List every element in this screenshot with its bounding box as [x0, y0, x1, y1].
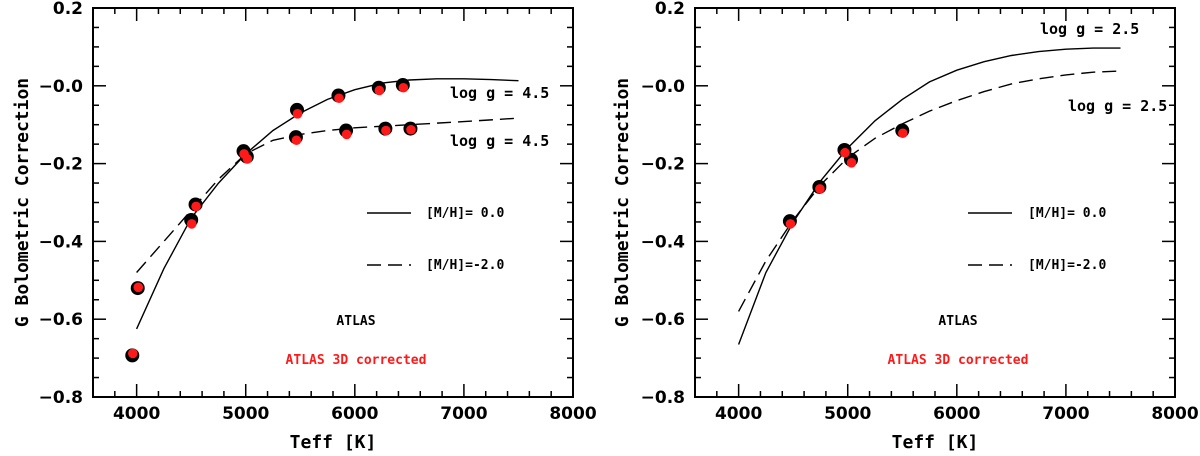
atlas-3d-point: [291, 135, 302, 146]
y-tick-label: −0.4: [39, 232, 84, 252]
y-axis-label: G Bolometric Correction: [12, 78, 33, 327]
y-tick-label: −0.8: [39, 388, 83, 408]
atlas-3d-point: [846, 158, 857, 168]
y-tick-label: −0.4: [641, 232, 686, 252]
y-tick-label: −0.2: [39, 155, 83, 175]
atlas-3d-point: [381, 125, 391, 136]
y-tick-label: −0.8: [641, 388, 685, 408]
atlas-3d-point: [133, 282, 144, 293]
atlas-3d-point: [898, 128, 908, 139]
x-tick-label: 7000: [1042, 404, 1089, 424]
model-curve-mh-minus2: [737, 70, 1121, 312]
x-tick-label: 7000: [440, 404, 487, 424]
x-tick-label: 8000: [1151, 404, 1198, 424]
x-axis-label: Teff [K]: [892, 432, 979, 453]
atlas-3d-point: [398, 82, 409, 93]
x-tick-label: 4000: [113, 404, 160, 424]
atlas-3d-point: [815, 184, 825, 194]
atlas-3d-point: [334, 93, 344, 104]
series-label-atlas: ATLAS: [938, 314, 977, 329]
log-g-label: log g = 4.5: [450, 84, 549, 102]
atlas-3d-point: [341, 129, 352, 140]
y-tick-label: −0.6: [39, 310, 83, 330]
legend-label-mh-minus2: [M/H]=-2.0: [426, 258, 504, 273]
plot-frame: [92, 7, 574, 398]
x-tick-label: 4000: [715, 404, 762, 424]
y-axis-label: G Bolometric Correction: [612, 78, 633, 327]
right-panel: 4000 5000 6000 7000 8000 0.2 −0.0 −0.2 −0.4 −0.6 −…: [612, 0, 1199, 453]
x-axis-label: Teff [K]: [290, 432, 377, 453]
y-tick-label: 0.2: [655, 0, 685, 19]
x-tick-label: 8000: [549, 404, 596, 424]
atlas-3d-point: [191, 201, 201, 212]
log-g-label: log g = 2.5: [1040, 20, 1139, 38]
x-tick-label: 5000: [824, 404, 871, 424]
atlas-3d-point: [128, 348, 138, 359]
x-tick-label: 6000: [331, 404, 378, 424]
log-g-label: log g = 2.5: [1068, 97, 1167, 115]
y-tick-label: −0.6: [641, 310, 685, 330]
plot-frame: [694, 7, 1176, 398]
left-panel: 4000 5000 6000 7000 8000 0.2 −0.0 −0.2 −0.4 −0.6 −…: [12, 0, 597, 453]
y-tick-label: −0.0: [39, 77, 84, 97]
legend-label-mh-0: [M/H]= 0.0: [1028, 206, 1106, 221]
series-label-atlas-3d: ATLAS 3D corrected: [888, 353, 1029, 368]
atlas-3d-point: [840, 147, 850, 158]
y-tick-label: −0.0: [641, 77, 686, 97]
y-tick-label: −0.2: [641, 155, 685, 175]
legend-label-mh-0: [M/H]= 0.0: [426, 206, 504, 221]
legend-label-mh-minus2: [M/H]=-2.0: [1028, 258, 1106, 273]
x-tick-label: 6000: [933, 404, 980, 424]
x-tick-label: 5000: [222, 404, 269, 424]
atlas-3d-point: [406, 124, 416, 135]
atlas-3d-point: [374, 85, 385, 96]
atlas-3d-point: [292, 109, 303, 119]
model-curve-mh-0: [737, 47, 1121, 345]
y-tick-label: 0.2: [53, 0, 83, 19]
series-label-atlas: ATLAS: [336, 314, 375, 329]
log-g-label: log g = 4.5: [450, 132, 549, 150]
series-label-atlas-3d: ATLAS 3D corrected: [286, 353, 427, 368]
atlas-3d-point: [242, 154, 253, 164]
atlas-3d-point: [785, 219, 796, 229]
atlas-3d-point: [186, 219, 197, 229]
